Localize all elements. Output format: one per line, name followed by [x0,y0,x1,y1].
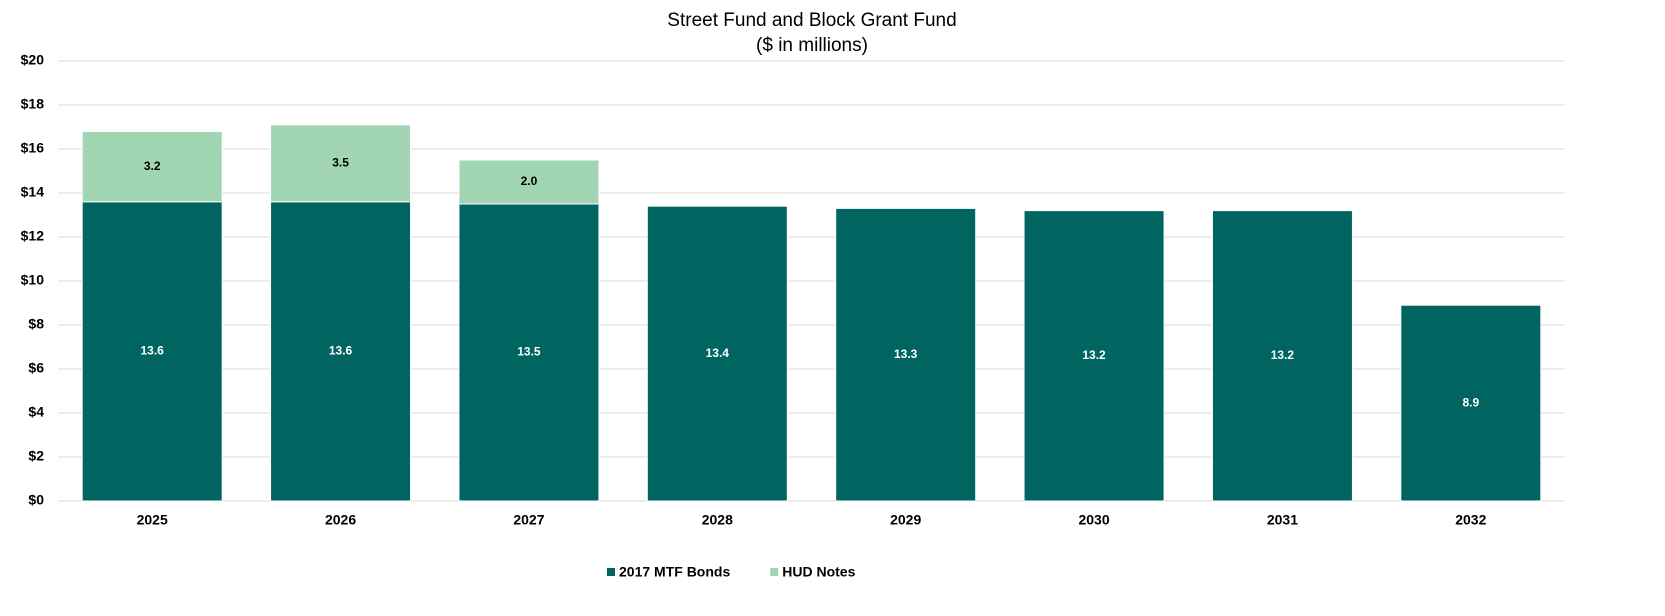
y-tick-label: $6 [28,360,44,376]
bar-segment [81,201,223,502]
y-tick-label: $16 [21,140,45,156]
data-label: 2.0 [521,174,538,188]
bar-segment [270,124,412,203]
legend-label: HUD Notes [782,564,855,580]
x-tick-label: 2032 [1455,512,1486,528]
x-tick-label: 2031 [1267,512,1298,528]
legend-swatch [607,568,615,576]
data-label: 13.6 [329,344,353,358]
bar-segment [835,207,977,502]
bar-segment [1211,210,1353,502]
bar-segment [458,203,600,502]
data-label: 13.2 [1082,348,1106,362]
bar-segment [1400,304,1542,502]
data-label: 3.5 [332,155,349,169]
data-label: 13.4 [706,346,730,360]
data-label: 8.9 [1462,395,1479,409]
legend-label: 2017 MTF Bonds [619,564,730,580]
x-tick-label: 2029 [890,512,921,528]
y-tick-label: $12 [21,228,45,244]
x-tick-label: 2027 [513,512,544,528]
bar-segment [81,130,223,203]
x-tick-label: 2030 [1078,512,1109,528]
y-tick-label: $18 [21,96,45,112]
y-tick-label: $4 [28,404,44,420]
y-tick-label: $0 [28,492,44,508]
bar-segment [1023,210,1165,502]
y-tick-label: $8 [28,316,44,332]
x-tick-label: 2025 [137,512,168,528]
y-tick-label: $20 [21,52,45,68]
data-label: 13.2 [1271,348,1295,362]
chart-title: Street Fund and Block Grant Fund [667,10,956,31]
data-label: 13.6 [141,344,165,358]
x-tick-label: 2028 [702,512,733,528]
x-tick-label: 2026 [325,512,356,528]
y-tick-label: $10 [21,272,45,288]
y-tick-label: $2 [28,448,44,464]
legend-swatch [770,568,779,576]
data-label: 3.2 [144,159,161,173]
bar-segment [646,205,788,502]
data-label: 13.5 [517,345,541,359]
bar-segment [458,159,600,205]
chart-subtitle: ($ in millions) [756,35,868,56]
y-tick-label: $14 [21,184,45,200]
data-label: 13.3 [894,347,918,361]
bar-segment [270,201,412,502]
